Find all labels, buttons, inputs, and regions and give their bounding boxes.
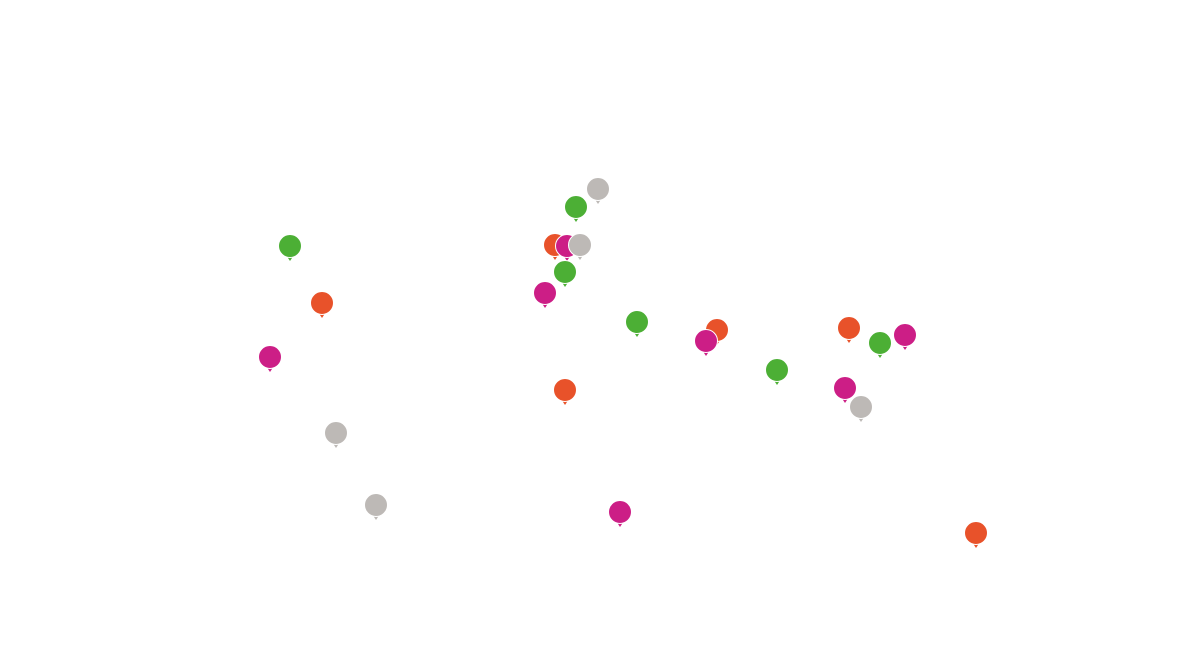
map-pin[interactable] (553, 260, 577, 288)
pin-head (568, 233, 592, 257)
pin-head (694, 329, 718, 353)
pin-head (364, 493, 388, 517)
map-pin[interactable] (868, 331, 892, 359)
map-pin[interactable] (310, 291, 334, 319)
map-pin[interactable] (364, 493, 388, 521)
pin-head (553, 378, 577, 402)
pin-head (324, 421, 348, 445)
pin-head (849, 395, 873, 419)
map-pin[interactable] (278, 234, 302, 262)
map-pin[interactable] (849, 395, 873, 423)
pin-head (310, 291, 334, 315)
pin-head (893, 323, 917, 347)
map-pin[interactable] (258, 345, 282, 373)
pin-head (837, 316, 861, 340)
pin-head (586, 177, 610, 201)
pin-head (608, 500, 632, 524)
pin-head (868, 331, 892, 355)
map-pin[interactable] (568, 233, 592, 261)
map-pin[interactable] (893, 323, 917, 351)
pin-head (258, 345, 282, 369)
pin-head (833, 376, 857, 400)
pin-head (278, 234, 302, 258)
map-pin[interactable] (837, 316, 861, 344)
map-pin[interactable] (625, 310, 649, 338)
pin-head (964, 521, 988, 545)
pin-head (765, 358, 789, 382)
map-pin[interactable] (765, 358, 789, 386)
map-pin[interactable] (533, 281, 557, 309)
map-pin[interactable] (833, 376, 857, 404)
pin-head (553, 260, 577, 284)
map-pin[interactable] (553, 378, 577, 406)
pin-head (533, 281, 557, 305)
map-pin[interactable] (564, 195, 588, 223)
map-pin[interactable] (324, 421, 348, 449)
map-pin[interactable] (608, 500, 632, 528)
pin-head (625, 310, 649, 334)
pin-head (564, 195, 588, 219)
map-pin[interactable] (694, 329, 718, 357)
map-pin[interactable] (586, 177, 610, 205)
map-pin[interactable] (964, 521, 988, 549)
